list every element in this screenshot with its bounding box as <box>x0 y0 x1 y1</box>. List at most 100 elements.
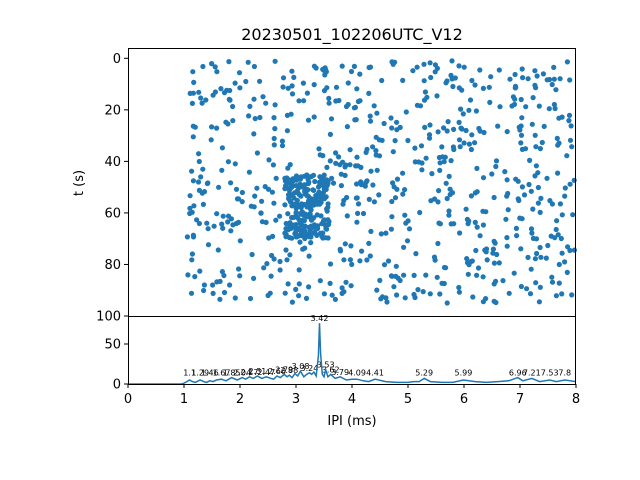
scatter-point <box>466 107 472 113</box>
scatter-point <box>321 291 327 297</box>
scatter-point <box>525 76 531 82</box>
scatter-point <box>287 220 293 226</box>
scatter-point <box>319 221 325 227</box>
scatter-point <box>559 291 565 297</box>
scatter-point <box>306 179 312 185</box>
scatter-point <box>279 138 285 144</box>
scatter-point <box>562 185 568 191</box>
scatter-point <box>237 85 243 91</box>
scatter-point <box>251 63 257 70</box>
scatter-point <box>189 168 195 174</box>
scatter-point <box>217 296 223 302</box>
scatter-point <box>269 189 275 195</box>
scatter-point <box>390 149 396 155</box>
scatter-point <box>227 87 233 94</box>
scatter-point <box>265 186 272 192</box>
scatter-point <box>564 269 570 275</box>
scatter-point <box>325 221 332 228</box>
peak-labels: 1.11.291.461.671.852.042.172.312.472.662… <box>183 314 571 377</box>
scatter-point <box>286 187 292 193</box>
scatter-point <box>557 76 563 82</box>
y-tick-label: 20 <box>104 103 121 118</box>
scatter-point <box>420 289 426 295</box>
scatter-point <box>228 216 234 222</box>
scatter-point <box>311 82 317 88</box>
scatter-point <box>509 103 515 109</box>
scatter-point <box>289 68 295 74</box>
scatter-point <box>418 143 425 149</box>
x-tick-label: 3 <box>292 392 300 407</box>
scatter-point <box>571 247 578 253</box>
scatter-point <box>474 272 480 278</box>
scatter-point <box>347 162 353 168</box>
scatter-point <box>251 204 257 210</box>
scatter-point <box>487 99 493 105</box>
scatter-point <box>337 162 343 168</box>
scatter-point <box>374 167 380 173</box>
scatter-point <box>280 75 287 81</box>
scatter-point <box>475 265 482 271</box>
scatter-point <box>249 251 255 258</box>
scatter-point <box>306 253 312 259</box>
scatter-point <box>376 153 383 159</box>
scatter-point <box>371 103 377 109</box>
scatter-point <box>351 105 357 111</box>
scatter-point <box>562 193 568 199</box>
scatter-point <box>388 226 394 232</box>
scatter-point <box>507 76 513 82</box>
scatter-point <box>205 242 212 248</box>
scatter-point <box>564 153 570 159</box>
scatter-point <box>437 160 443 166</box>
scatter-point <box>354 219 360 225</box>
scatter-point <box>272 126 278 132</box>
scatter-point <box>566 112 573 118</box>
scatter-point <box>470 294 476 300</box>
scatter-point <box>251 275 257 281</box>
scatter-point <box>348 243 354 249</box>
scatter-point <box>468 193 474 199</box>
scatter-point <box>336 154 342 160</box>
scatter-point <box>291 190 298 196</box>
scatter-point <box>196 89 202 95</box>
scatter-point <box>223 119 229 125</box>
scatter-point <box>456 137 463 143</box>
scatter-point <box>257 114 263 121</box>
scatter-point <box>466 262 472 268</box>
scatter-point <box>472 140 478 146</box>
scatter-point <box>303 295 310 301</box>
scatter-point <box>523 104 529 110</box>
scatter-point <box>230 118 236 124</box>
scatter-point <box>304 204 310 210</box>
scatter-point <box>264 261 270 267</box>
scatter-point <box>451 221 457 227</box>
peak-label: 2.79 <box>275 365 293 374</box>
scatter-point <box>225 219 231 225</box>
scatter-point <box>337 248 344 254</box>
x-tick-label: 2 <box>236 392 244 407</box>
scatter-point <box>535 200 542 206</box>
scatter-point <box>298 219 304 226</box>
scatter-point <box>192 124 198 130</box>
scatter-point <box>364 257 370 263</box>
scatter-point <box>190 232 196 238</box>
scatter-point <box>233 220 239 227</box>
scatter-point <box>291 201 297 207</box>
peak-label: 3.24 <box>300 364 318 373</box>
scatter-point <box>185 272 191 278</box>
scatter-point <box>326 100 332 106</box>
scatter-point <box>518 132 525 138</box>
scatter-point <box>513 225 520 231</box>
scatter-point <box>456 119 462 125</box>
scatter-point <box>518 96 524 103</box>
scatter-point <box>247 295 254 302</box>
scatter-point <box>517 215 523 221</box>
peak-label: 2.88 <box>280 366 298 375</box>
scatter-point <box>570 212 576 218</box>
peak-label: 2.17 <box>241 368 259 377</box>
y-tick-label: 0 <box>113 52 121 67</box>
scatter-point <box>480 299 486 305</box>
x-ticks: 0 1 2 3 4 5 6 7 8 <box>124 384 580 407</box>
scatter-point <box>505 190 511 197</box>
scatter-point <box>351 63 357 69</box>
scatter-point <box>289 215 295 221</box>
